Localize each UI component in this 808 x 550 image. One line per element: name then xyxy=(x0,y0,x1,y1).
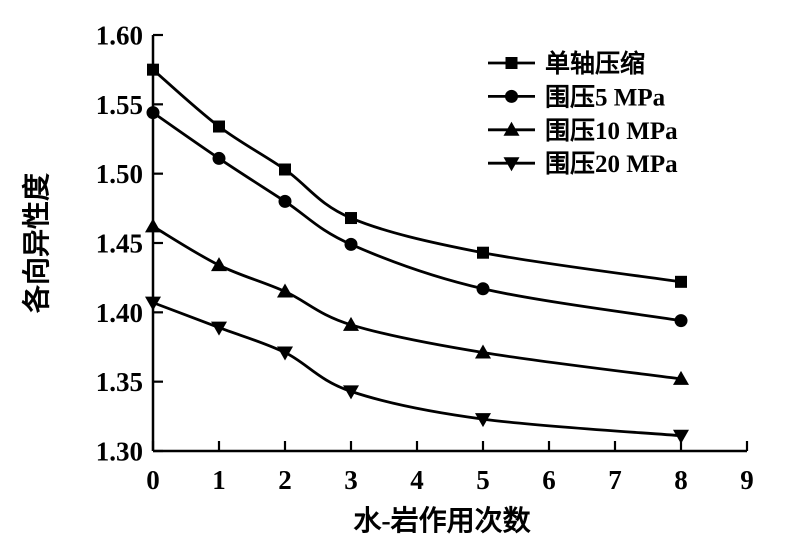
data-point-marker-square xyxy=(147,63,159,76)
legend-label: 围压20 MPa xyxy=(545,150,678,178)
data-point-marker-square xyxy=(345,212,357,225)
legend-label: 围压5 MPa xyxy=(545,83,666,111)
series-line xyxy=(152,225,682,381)
x-tick-label: 5 xyxy=(476,465,490,495)
x-tick-label: 8 xyxy=(674,465,688,495)
data-point-marker-square xyxy=(505,57,518,69)
data-point-marker-triangle-up xyxy=(673,370,689,385)
legend-label: 围压10 MPa xyxy=(545,117,678,145)
data-point-marker-triangle-down xyxy=(145,296,161,311)
y-tick-label: 1.40 xyxy=(96,298,143,328)
x-tick-label: 1 xyxy=(212,465,226,495)
y-tick-label: 1.60 xyxy=(96,21,143,51)
data-point-marker-circle xyxy=(344,237,358,251)
data-point-marker-triangle-down xyxy=(475,413,491,428)
data-point-marker-square xyxy=(213,120,225,133)
data-point-marker-triangle-down xyxy=(503,157,520,172)
y-tick-label: 1.35 xyxy=(96,367,143,397)
axis-tick-labels: 1.30 1.35 1.40 1.45 1.50 1.55 1.60 0 1 2 3 4 5 6 7 8 9 xyxy=(96,21,754,496)
data-point-marker-triangle-up xyxy=(277,283,293,298)
axis-ticks xyxy=(151,33,749,453)
y-axis-label: 各向异性度 xyxy=(20,173,53,314)
data-point-marker-triangle-up xyxy=(475,344,491,359)
data-point-marker-triangle-up xyxy=(343,316,359,331)
x-tick-label: 0 xyxy=(146,465,160,495)
x-tick-label: 4 xyxy=(410,465,424,495)
x-tick-label: 9 xyxy=(740,465,754,495)
y-tick-label: 1.30 xyxy=(96,437,143,467)
series-lines xyxy=(145,63,689,444)
x-axis-label: 水-岩作用次数 xyxy=(353,505,531,537)
data-point-marker-circle xyxy=(212,151,226,165)
data-point-marker-square xyxy=(279,163,291,176)
legend-label: 单轴压缩 xyxy=(545,49,645,78)
data-point-marker-circle xyxy=(505,89,518,103)
series-1 xyxy=(146,106,688,328)
data-point-marker-circle xyxy=(146,106,160,120)
data-point-marker-square xyxy=(675,275,687,288)
data-point-marker-triangle-up xyxy=(145,218,161,233)
y-tick-label: 1.55 xyxy=(96,90,143,120)
x-tick-label: 7 xyxy=(608,465,622,495)
data-point-marker-circle xyxy=(278,194,292,208)
series-2 xyxy=(145,218,689,385)
data-point-marker-triangle-down xyxy=(673,429,689,444)
data-point-marker-square xyxy=(477,246,489,259)
series-3 xyxy=(145,296,689,444)
x-tick-label: 2 xyxy=(278,465,292,495)
data-point-marker-circle xyxy=(674,314,688,328)
legend-item: 围压5 MPa xyxy=(488,83,666,111)
x-tick-label: 3 xyxy=(344,465,358,495)
legend-item: 围压20 MPa xyxy=(488,150,678,178)
data-point-marker-triangle-up xyxy=(211,257,227,272)
data-point-marker-triangle-down xyxy=(343,385,359,400)
x-tick-label: 6 xyxy=(542,465,556,495)
y-tick-label: 1.50 xyxy=(96,159,143,189)
data-point-marker-triangle-up xyxy=(503,121,520,136)
data-point-marker-triangle-down xyxy=(277,346,293,361)
series-0 xyxy=(147,63,687,288)
legend-item: 单轴压缩 xyxy=(488,49,645,78)
legend-item: 围压10 MPa xyxy=(488,117,678,145)
data-point-marker-triangle-down xyxy=(211,321,227,336)
y-tick-label: 1.45 xyxy=(96,229,143,259)
data-point-marker-circle xyxy=(476,282,490,296)
